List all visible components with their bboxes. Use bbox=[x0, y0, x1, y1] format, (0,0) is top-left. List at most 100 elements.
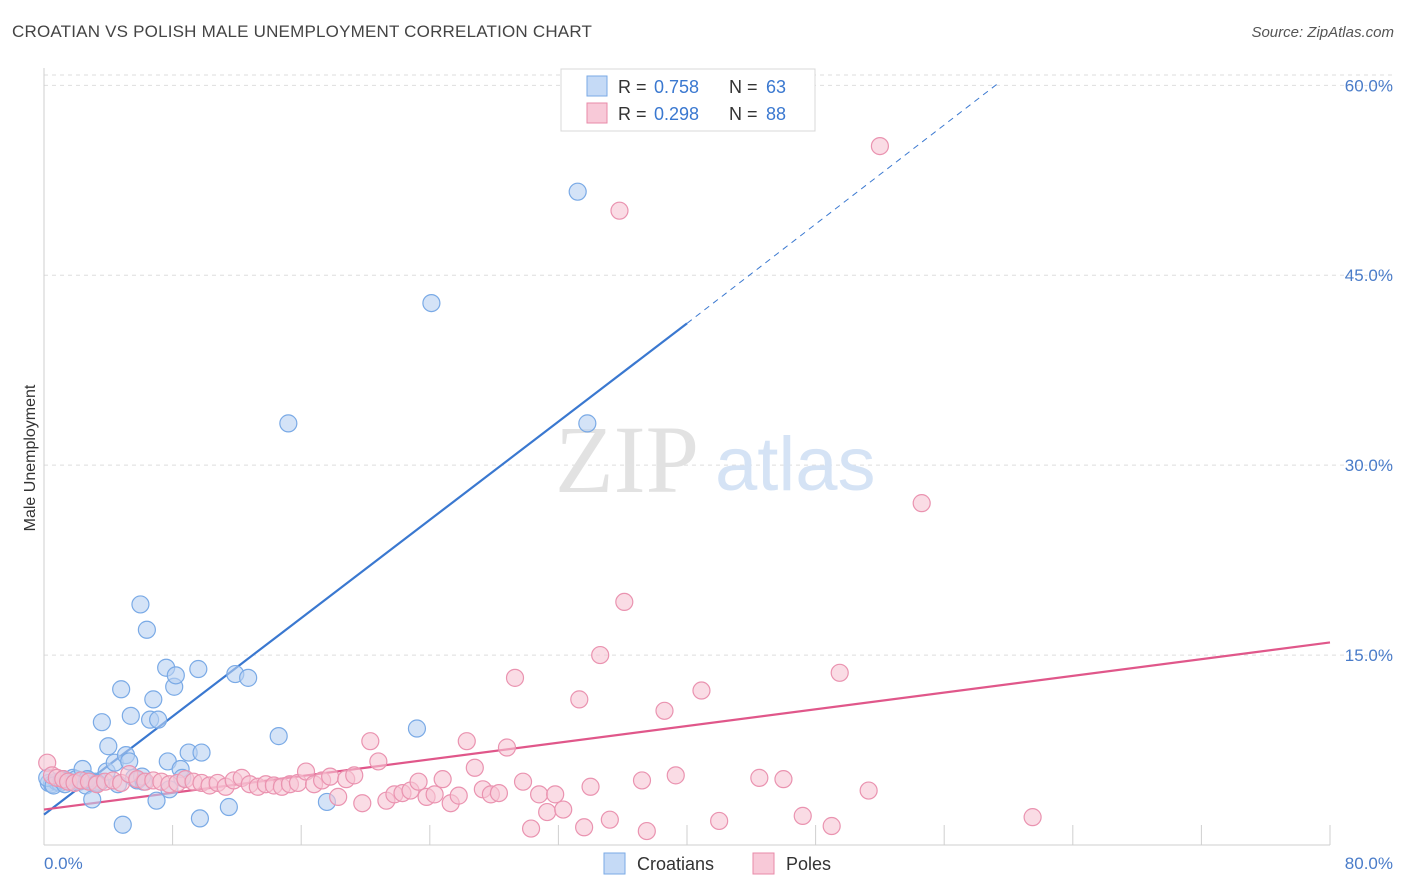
point-poles bbox=[912, 494, 931, 513]
point-croatians bbox=[92, 713, 111, 732]
point-poles bbox=[505, 668, 525, 687]
point-poles bbox=[615, 592, 634, 612]
point-poles bbox=[692, 681, 711, 700]
point-poles bbox=[750, 768, 769, 787]
point-poles bbox=[570, 690, 589, 709]
point-croatians bbox=[239, 668, 258, 687]
point-croatians bbox=[407, 719, 427, 738]
trend-line-croatians bbox=[43, 322, 688, 816]
watermark: ZIP atlas bbox=[555, 406, 876, 513]
point-croatians bbox=[121, 706, 140, 725]
point-poles bbox=[513, 772, 533, 791]
point-croatians bbox=[147, 791, 166, 810]
point-poles bbox=[655, 701, 674, 720]
legend-r-poles: 0.298 bbox=[654, 104, 699, 124]
y-tick-label: 45.0% bbox=[1345, 266, 1393, 285]
legend-n-poles: 88 bbox=[766, 104, 786, 124]
point-poles bbox=[1023, 808, 1042, 827]
bottom-legend-poles: Poles bbox=[786, 854, 831, 874]
point-poles bbox=[321, 767, 340, 786]
tick-labels: 15.0% 30.0% 45.0% 60.0% 0.0% 80.0% bbox=[44, 76, 1393, 873]
point-poles bbox=[600, 810, 619, 829]
point-poles bbox=[465, 758, 484, 777]
point-poles bbox=[449, 786, 468, 805]
legend-swatch-poles bbox=[586, 102, 608, 124]
point-croatians bbox=[113, 815, 132, 834]
legend-n-label-poles: N = bbox=[729, 104, 758, 124]
point-poles bbox=[457, 732, 476, 751]
point-poles bbox=[637, 821, 656, 841]
y-tick-label: 60.0% bbox=[1345, 76, 1393, 95]
point-poles bbox=[530, 785, 549, 804]
x-tick-label-min: 0.0% bbox=[44, 854, 83, 873]
y-tick-label: 15.0% bbox=[1345, 646, 1393, 665]
point-poles bbox=[774, 770, 793, 789]
legend-n-label-croatians: N = bbox=[729, 77, 758, 97]
point-poles bbox=[822, 816, 841, 836]
point-croatians bbox=[112, 680, 131, 699]
bottom-legend-croatians: Croatians bbox=[637, 854, 714, 874]
point-poles bbox=[632, 771, 652, 790]
point-poles bbox=[870, 136, 890, 156]
point-croatians bbox=[144, 690, 163, 709]
grid bbox=[44, 74, 1392, 656]
point-croatians bbox=[578, 414, 597, 433]
point-poles bbox=[361, 732, 380, 751]
point-poles bbox=[433, 770, 452, 789]
point-croatians bbox=[131, 595, 150, 614]
point-poles bbox=[830, 663, 849, 682]
point-croatians bbox=[279, 414, 298, 433]
point-poles bbox=[538, 802, 557, 822]
axes bbox=[43, 68, 1331, 846]
chart-title: CROATIAN VS POLISH MALE UNEMPLOYMENT COR… bbox=[12, 22, 593, 41]
point-poles bbox=[369, 752, 388, 771]
point-poles bbox=[353, 794, 372, 813]
point-croatians bbox=[219, 797, 238, 817]
point-poles bbox=[497, 738, 517, 757]
point-poles bbox=[329, 787, 348, 806]
point-poles bbox=[859, 781, 878, 800]
legend-r-label-poles: R = bbox=[618, 104, 647, 124]
bottom-legend-swatch-croatians bbox=[603, 852, 626, 875]
y-axis-label: Male Unemployment bbox=[22, 384, 39, 531]
point-croatians bbox=[189, 659, 208, 679]
watermark-zip: ZIP bbox=[555, 406, 699, 513]
x-tick-label-max: 80.0% bbox=[1345, 854, 1393, 873]
point-poles bbox=[546, 785, 565, 804]
legend-n-croatians: 63 bbox=[766, 77, 786, 97]
source-label: Source: ZipAtlas.com bbox=[1251, 24, 1394, 41]
watermark-atlas: atlas bbox=[715, 422, 876, 507]
point-croatians bbox=[269, 727, 288, 746]
bottom-legend-swatch-poles bbox=[752, 852, 775, 875]
point-poles bbox=[793, 806, 812, 825]
point-croatians bbox=[99, 737, 118, 756]
bottom-legend: Croatians Poles bbox=[603, 852, 831, 875]
point-poles bbox=[409, 772, 428, 791]
point-poles bbox=[710, 811, 729, 831]
point-croatians bbox=[192, 743, 211, 762]
y-tick-label: 30.0% bbox=[1345, 456, 1393, 475]
point-croatians bbox=[137, 620, 156, 639]
point-poles bbox=[610, 201, 629, 220]
point-poles bbox=[425, 785, 444, 804]
point-poles bbox=[591, 645, 610, 665]
legend-r-label-croatians: R = bbox=[618, 77, 647, 97]
point-croatians bbox=[149, 710, 168, 729]
point-croatians bbox=[190, 809, 210, 828]
point-croatians bbox=[83, 790, 102, 809]
legend-swatch-croatians bbox=[586, 75, 608, 97]
point-croatians bbox=[166, 666, 185, 685]
point-poles bbox=[345, 766, 364, 785]
data-points bbox=[38, 136, 1042, 841]
point-croatians bbox=[568, 182, 587, 201]
point-poles bbox=[581, 777, 600, 796]
point-poles bbox=[666, 766, 685, 785]
legend-r-croatians: 0.758 bbox=[654, 77, 699, 97]
legend: R = 0.758 N = 63 R = 0.298 N = 88 bbox=[560, 68, 816, 132]
point-croatians bbox=[422, 293, 441, 313]
point-poles bbox=[521, 819, 541, 838]
point-poles bbox=[489, 783, 509, 803]
point-poles bbox=[575, 818, 594, 837]
point-poles bbox=[554, 800, 573, 819]
